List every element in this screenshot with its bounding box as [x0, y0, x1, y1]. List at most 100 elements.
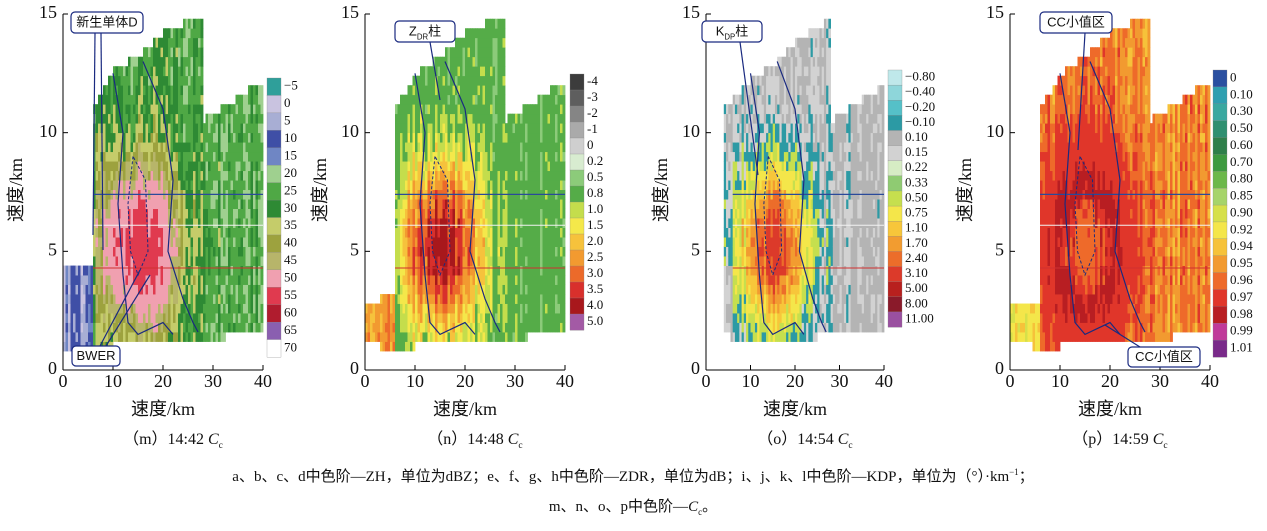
radar-cell [73, 294, 76, 304]
radar-cell [236, 199, 239, 209]
radar-cell [161, 114, 164, 124]
radar-cell [543, 304, 546, 314]
radar-cell [248, 209, 251, 219]
radar-cell [548, 313, 551, 323]
radar-cell [208, 171, 211, 181]
radar-cell [163, 332, 166, 342]
radar-cell [253, 133, 256, 143]
radar-cell [201, 114, 204, 124]
radar-cell [128, 161, 131, 171]
radar-cell [128, 85, 131, 95]
radar-cell [163, 76, 166, 86]
radar-cell [93, 266, 96, 276]
colorbar-label: 45 [284, 252, 297, 267]
radar-cell [243, 247, 246, 257]
radar-cell [405, 275, 408, 285]
radar-cell [258, 256, 261, 266]
radar-cell [226, 256, 229, 266]
radar-cell [478, 57, 481, 67]
radar-cell [103, 85, 106, 95]
radar-cell [483, 114, 486, 124]
radar-cell [520, 180, 523, 190]
radar-cell [415, 218, 418, 228]
radar-cell [96, 161, 99, 171]
radar-cell [151, 66, 154, 76]
radar-cell [400, 95, 403, 105]
radar-cell [158, 171, 161, 181]
radar-cell [470, 304, 473, 314]
radar-cell [443, 142, 446, 152]
radar-cell [488, 209, 491, 219]
radar-cell [423, 104, 426, 114]
radar-cell [485, 95, 488, 105]
radar-cell [488, 19, 491, 29]
radar-cell [126, 332, 129, 342]
radar-cell [518, 171, 521, 181]
radar-cell [223, 247, 226, 257]
radar-cell [146, 104, 149, 114]
radar-cell [136, 76, 139, 86]
radar-cell [498, 104, 501, 114]
radar-cell [138, 152, 141, 162]
radar-cell [445, 199, 448, 209]
radar-cell [480, 161, 483, 171]
radar-cell [405, 199, 408, 209]
radar-cell [520, 304, 523, 314]
radar-cell [443, 275, 446, 285]
radar-cell [395, 133, 398, 143]
radar-cell [523, 237, 526, 247]
radar-cell [465, 285, 468, 295]
radar-cell [171, 28, 174, 38]
radar-cell [550, 171, 553, 181]
radar-cell [133, 114, 136, 124]
radar-cell [181, 266, 184, 276]
radar-cell [563, 209, 566, 219]
radar-cell [555, 123, 558, 133]
radar-cell [188, 95, 191, 105]
radar-cell [538, 266, 541, 276]
radar-cell [218, 275, 221, 285]
radar-cell [146, 285, 149, 295]
radar-cell [428, 95, 431, 105]
radar-cell [553, 228, 556, 238]
radar-cell [203, 152, 206, 162]
radar-cell [490, 294, 493, 304]
radar-cell [553, 180, 556, 190]
radar-cell [553, 199, 556, 209]
radar-cell [535, 152, 538, 162]
radar-cell [226, 313, 229, 323]
radar-cell [126, 85, 129, 95]
radar-cell [528, 152, 531, 162]
radar-cell [168, 180, 171, 190]
radar-cell [483, 323, 486, 333]
radar-cell [490, 38, 493, 48]
radar-cell [413, 332, 416, 342]
radar-cell [256, 85, 259, 95]
radar-cell [113, 304, 116, 314]
radar-cell [136, 133, 139, 143]
radar-cell [458, 313, 461, 323]
radar-cell [478, 228, 481, 238]
radar-cell [216, 114, 219, 124]
radar-cell [413, 247, 416, 257]
radar-cell [508, 266, 511, 276]
radar-cell [106, 85, 109, 95]
radar-cell [178, 209, 181, 219]
radar-cell [131, 142, 134, 152]
radar-cell [166, 180, 169, 190]
radar-cell [168, 95, 171, 105]
radar-cell [216, 199, 219, 209]
radar-cell [218, 304, 221, 314]
radar-cell [261, 171, 264, 181]
radar-cell [118, 285, 121, 295]
radar-cell [520, 294, 523, 304]
radar-cell [498, 114, 501, 124]
radar-cell [560, 218, 563, 228]
radar-cell [453, 199, 456, 209]
radar-cell [231, 247, 234, 257]
radar-cell [253, 123, 256, 133]
radar-cell [533, 228, 536, 238]
radar-cell [420, 332, 423, 342]
radar-cell [543, 209, 546, 219]
radar-cell [178, 256, 181, 266]
